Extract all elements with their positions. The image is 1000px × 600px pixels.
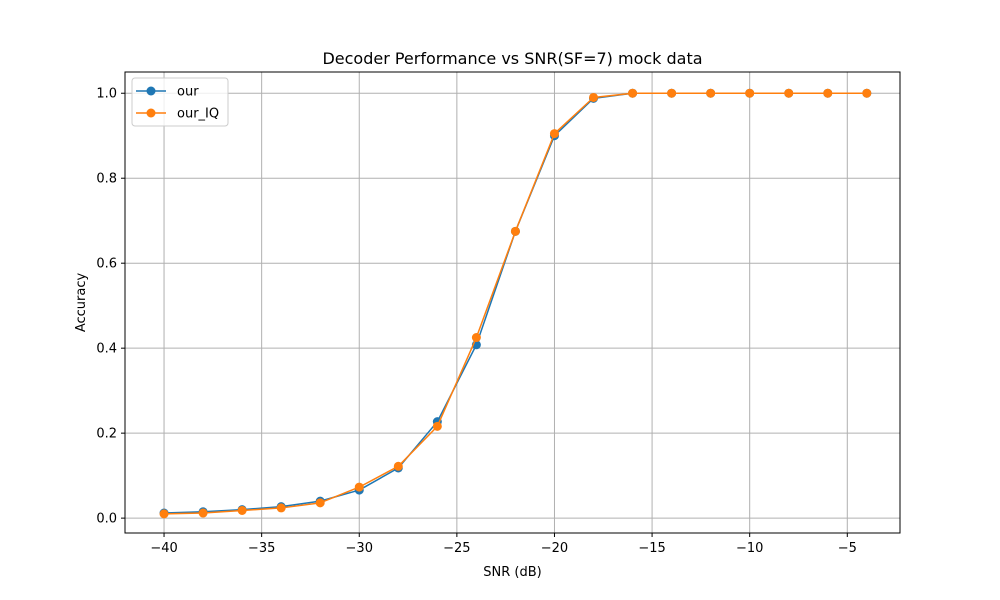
y-axis-label: Accuracy [74,273,89,333]
data-point-our_IQ [549,129,559,139]
data-point-our_IQ [315,498,325,508]
y-tick-label: 0.2 [96,427,117,442]
series-line-our [164,92,867,514]
data-point-our_IQ [510,226,520,236]
grid [125,72,900,533]
y-tick-label: 0.0 [96,512,117,527]
x-tick-label: −15 [638,541,665,556]
data-point-our_IQ [784,88,794,98]
plot-frame [124,71,901,534]
x-tick-label: −35 [248,541,275,556]
x-tick-label: −10 [736,541,763,556]
chart-title: Decoder Performance vs SNR(SF=7) mock da… [322,49,702,68]
data-point-our_IQ [393,461,403,471]
axis-ticks: −40 −35 −30 −25 −20 −15 −10 −5 0.0 0.2 0.4 0.6 0.8 1.… [96,87,857,556]
legend-box [131,77,229,127]
data-point-our_IQ [667,88,677,98]
x-tick-label: −5 [838,541,857,556]
series-line-our_IQ [164,92,867,515]
data-point-our_IQ [745,88,755,98]
data-point-our_IQ [862,88,872,98]
y-tick-label: 1.0 [96,87,117,102]
data-point-our_IQ [159,509,169,519]
legend-marker-our [146,86,156,96]
data-point-our_IQ [823,88,833,98]
data-point-our_IQ [432,421,442,431]
legend-marker-our_IQ [146,108,156,118]
data-point-our_IQ [354,482,364,492]
data-point-our_IQ [589,92,599,102]
data-point-our_IQ [471,333,481,343]
x-axis-label: SNR (dB) [483,565,541,580]
series-our_IQ [159,88,872,519]
x-tick-label: −40 [150,541,177,556]
x-tick-label: −25 [443,541,470,556]
data-point-our_IQ [276,503,286,513]
data-point-our_IQ [198,508,208,518]
data-point-our_IQ [628,88,638,98]
y-tick-label: 0.4 [96,342,117,357]
data-point-our_IQ [237,505,247,515]
y-tick-label: 0.6 [96,257,117,272]
series-layer [159,88,872,519]
legend-label-our_IQ: our_IQ [177,107,219,122]
x-tick-label: −20 [541,541,568,556]
legend-label-our: our [177,85,199,100]
y-tick-label: 0.8 [96,172,117,187]
data-point-our_IQ [706,88,716,98]
legend: our our_IQ [131,77,229,127]
series-our [159,88,872,518]
x-tick-label: −30 [346,541,373,556]
